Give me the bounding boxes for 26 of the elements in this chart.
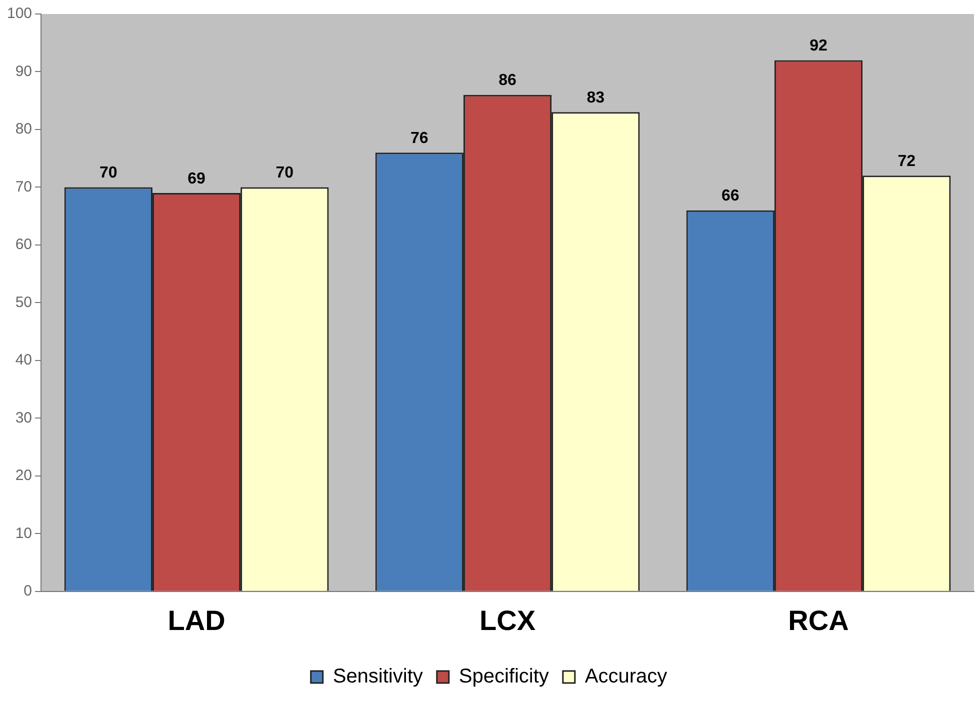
y-tick-label: 10 (15, 524, 32, 542)
x-tick-label: LCX (480, 604, 536, 636)
y-tick-label: 90 (15, 62, 32, 80)
y-tick-label: 50 (15, 294, 32, 311)
data-label: 70 (276, 164, 294, 182)
data-label: 69 (188, 170, 206, 188)
y-tick-label: 100 (6, 5, 32, 22)
data-label: 66 (721, 188, 740, 205)
y-tick-label: 60 (15, 236, 32, 254)
data-label: 70 (100, 164, 118, 182)
y-tick-label: 40 (15, 352, 32, 369)
data-label: 83 (586, 90, 605, 107)
data-label: 72 (898, 153, 916, 170)
x-tick-label: LAD (168, 604, 226, 636)
y-tick-label: 0 (24, 582, 32, 600)
legend-label: Specificity (458, 666, 549, 688)
y-tick-label: 70 (15, 178, 32, 196)
legend-label: Accuracy (584, 666, 668, 688)
y-tick-label: 30 (15, 409, 32, 426)
y-tick-label: 20 (15, 467, 32, 484)
y-tick-label: 80 (15, 120, 32, 138)
legend-label: Sensitivity (332, 666, 423, 688)
data-label: 92 (810, 38, 828, 55)
data-label: 76 (410, 130, 428, 147)
x-tick-label: RCA (788, 604, 849, 636)
data-label: 86 (498, 72, 517, 90)
